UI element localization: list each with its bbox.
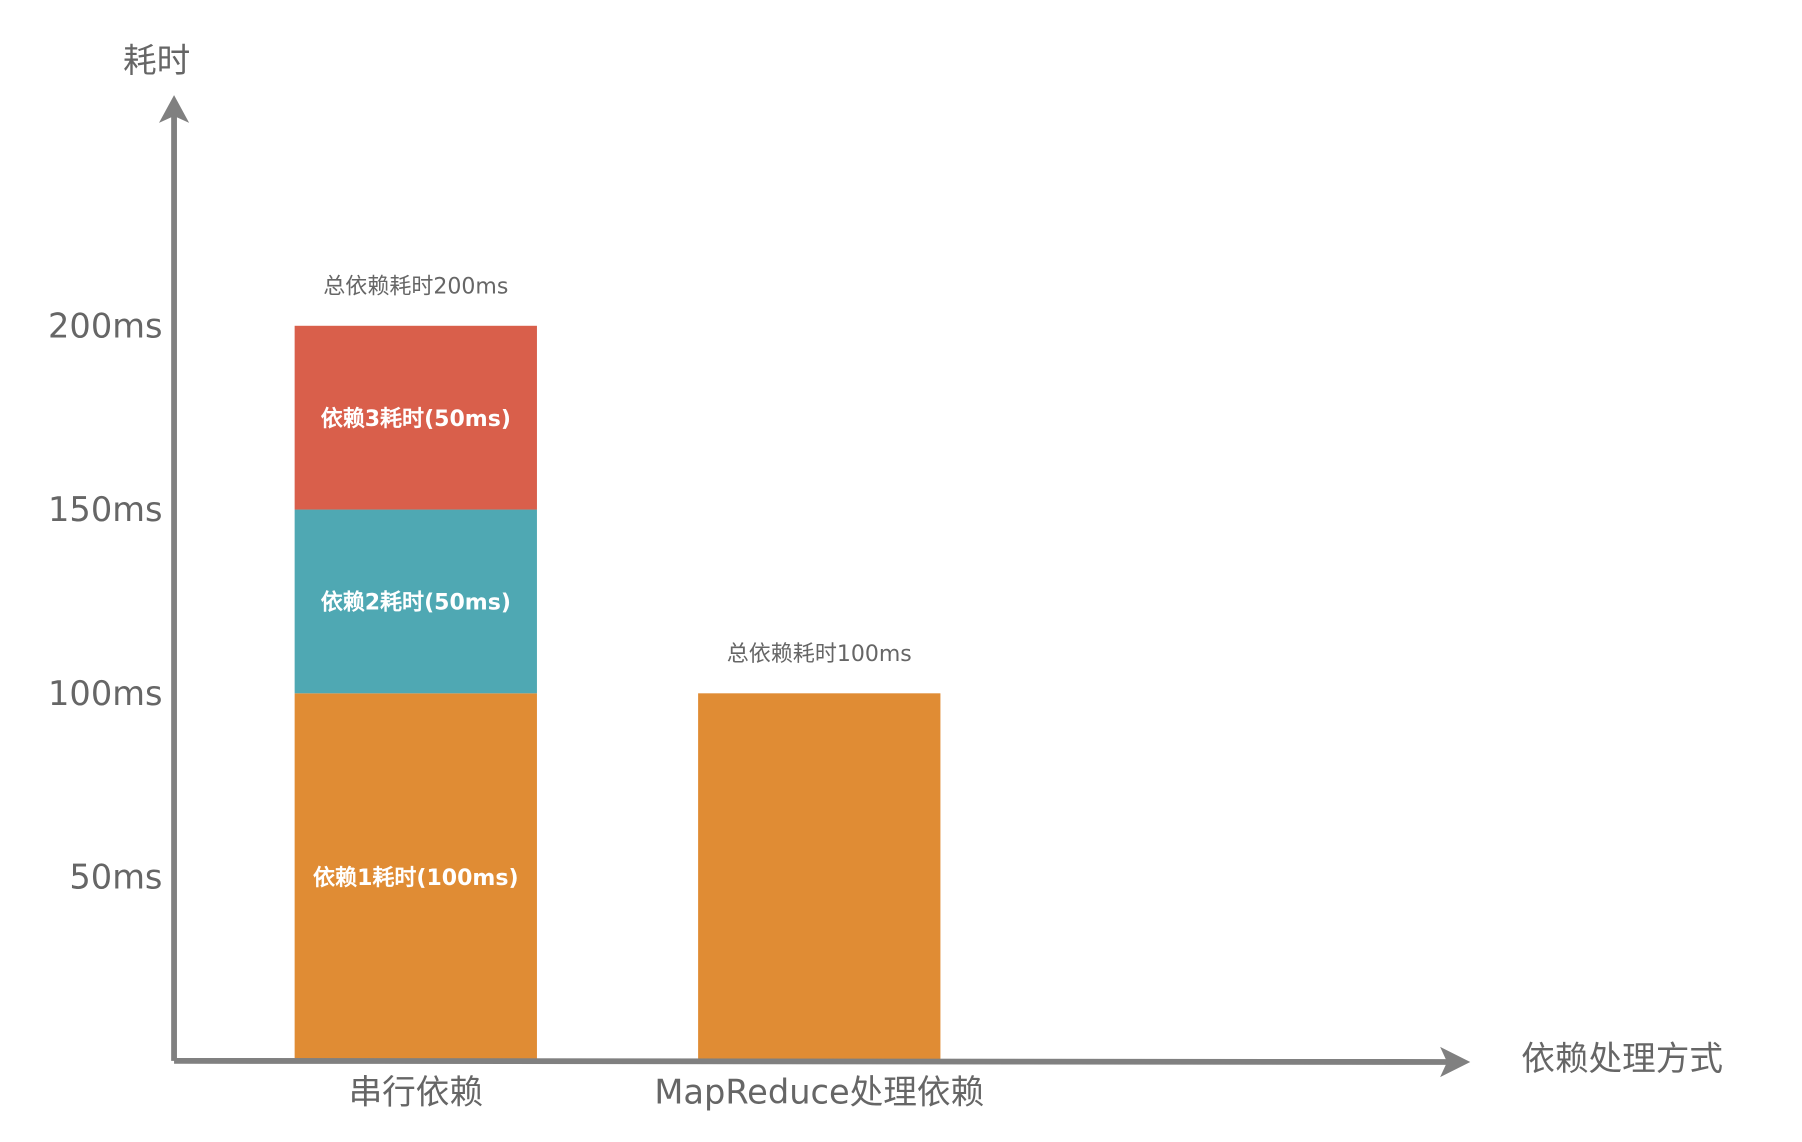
segment-label: 依赖3耗时(50ms) bbox=[321, 406, 511, 432]
x-tick-label: MapReduce处理依赖 bbox=[654, 1073, 984, 1112]
bar-segment bbox=[294, 325, 537, 510]
bar-segment bbox=[698, 693, 941, 1061]
bar-total-label: 总依赖耗时100ms bbox=[727, 642, 912, 667]
y-axis-arrow-icon bbox=[158, 95, 190, 123]
y-axis-label: 耗时 bbox=[123, 41, 190, 80]
axes-group: 串行依赖 MapReduce处理依赖 50ms 100ms 150ms 200ms bbox=[48, 95, 1471, 1112]
x-axis-arrow-icon bbox=[1440, 1046, 1471, 1078]
x-axis-label: 依赖处理方式 bbox=[1521, 1039, 1723, 1078]
y-tick-label: 150ms bbox=[48, 490, 162, 529]
y-tick-label: 200ms bbox=[48, 306, 162, 345]
y-tick-label: 100ms bbox=[48, 674, 162, 713]
bar-segment bbox=[294, 509, 537, 694]
segment-label: 依赖1耗时(100ms) bbox=[313, 865, 519, 891]
segment-label: 依赖2耗时(50ms) bbox=[321, 590, 511, 616]
bar-total-label: 总依赖耗时200ms bbox=[323, 274, 508, 299]
x-axis-line bbox=[174, 1057, 1450, 1065]
x-tick-label: 串行依赖 bbox=[349, 1073, 483, 1112]
y-tick-label: 50ms bbox=[69, 858, 162, 897]
bars-group: 依赖1耗时(100ms) 依赖2耗时(50ms) 依赖3耗时(50ms) 总依赖耗时2… bbox=[294, 274, 941, 1061]
bar-segment bbox=[294, 693, 537, 1061]
